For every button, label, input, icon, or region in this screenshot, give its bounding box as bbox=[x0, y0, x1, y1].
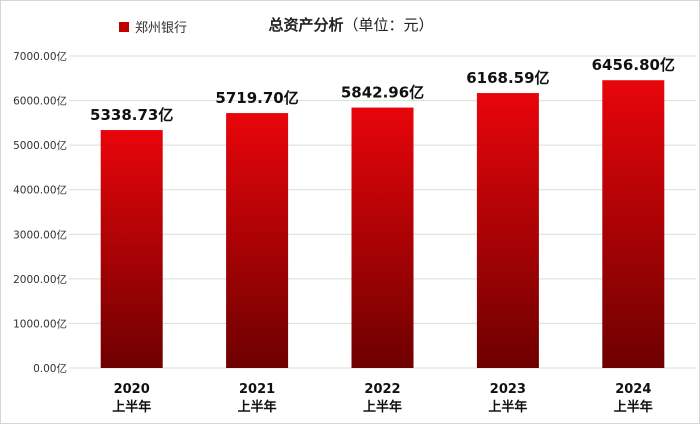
chart-title: 总资产分析 bbox=[268, 16, 344, 34]
data-label: 6168.59亿 bbox=[466, 69, 549, 87]
chart-subtitle: （单位：元） bbox=[343, 16, 434, 34]
x-tick-label-period: 上半年 bbox=[363, 399, 402, 415]
x-tick-label-year: 2022 bbox=[364, 382, 400, 397]
y-tick-label: 6000.00亿 bbox=[13, 95, 67, 108]
x-tick-label-year: 2021 bbox=[239, 382, 275, 397]
legend-label: 郑州银行 bbox=[135, 21, 188, 36]
data-label: 5842.96亿 bbox=[341, 84, 424, 102]
x-tick-label-year: 2023 bbox=[490, 382, 526, 397]
x-tick-label-year: 2024 bbox=[615, 382, 651, 397]
bar bbox=[226, 113, 289, 369]
y-tick-label: 0.00亿 bbox=[33, 362, 67, 375]
y-tick-label: 4000.00亿 bbox=[13, 184, 67, 197]
y-tick-label: 5000.00亿 bbox=[13, 139, 67, 152]
bar bbox=[351, 107, 414, 368]
bar bbox=[602, 80, 665, 369]
y-tick-label: 3000.00亿 bbox=[13, 228, 67, 241]
chart-title-block: 总资产分析（单位：元） bbox=[1, 14, 700, 35]
x-tick-label-period: 上半年 bbox=[614, 399, 653, 415]
bar bbox=[476, 93, 539, 368]
data-label: 5338.73亿 bbox=[90, 106, 173, 124]
y-tick-label: 2000.00亿 bbox=[13, 273, 67, 286]
x-tick-label-period: 上半年 bbox=[112, 399, 151, 415]
legend-swatch bbox=[119, 21, 129, 32]
y-tick-label: 1000.00亿 bbox=[13, 317, 67, 330]
x-tick-label-period: 上半年 bbox=[238, 399, 277, 415]
y-tick-label: 7000.00亿 bbox=[13, 50, 67, 63]
legend: 郑州银行 bbox=[119, 17, 187, 36]
bar bbox=[100, 130, 163, 368]
x-tick-label-period: 上半年 bbox=[488, 399, 527, 415]
x-tick-label-year: 2020 bbox=[114, 382, 150, 397]
data-label: 6456.80亿 bbox=[592, 56, 675, 74]
data-label: 5719.70亿 bbox=[215, 89, 298, 107]
